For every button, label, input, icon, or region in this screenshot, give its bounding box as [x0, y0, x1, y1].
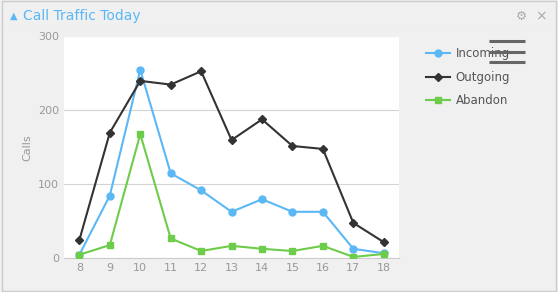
Text: Call Traffic Today: Call Traffic Today — [23, 9, 141, 23]
Y-axis label: Calls: Calls — [23, 134, 32, 161]
Text: ▲: ▲ — [10, 11, 17, 21]
Text: ×: × — [536, 9, 547, 23]
Text: ⚙: ⚙ — [516, 10, 527, 23]
Legend: Incoming, Outgoing, Abandon: Incoming, Outgoing, Abandon — [422, 42, 515, 112]
